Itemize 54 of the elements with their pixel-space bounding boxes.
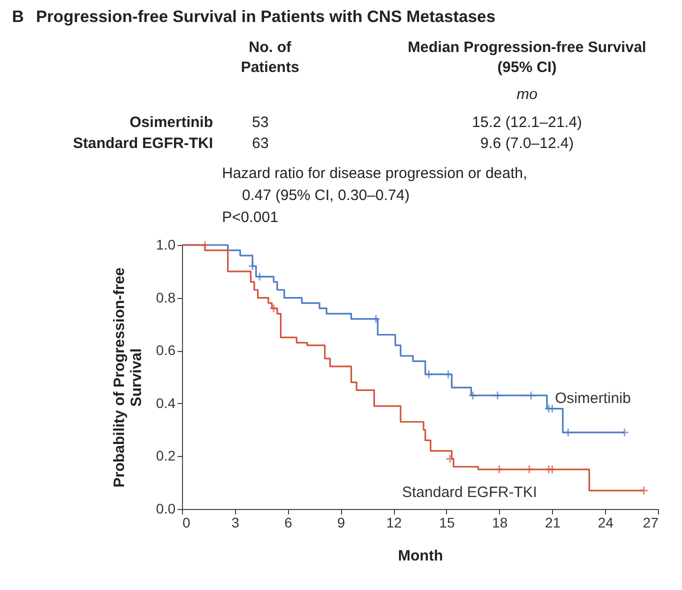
text: P<0.001 (222, 209, 278, 226)
text: 0.47 (95% CI, 0.30–0.74) (242, 187, 410, 204)
text: 63 (252, 135, 269, 152)
text: 15.2 (12.1–21.4) (472, 114, 582, 131)
text: (95% CI) (497, 59, 557, 76)
point (639, 486, 649, 496)
point (494, 464, 504, 474)
x-tick-label: 18 (492, 514, 508, 530)
point (548, 404, 557, 414)
text: B (12, 8, 24, 26)
point (620, 428, 630, 438)
series-label: Standard EGFR-TKI (402, 484, 538, 501)
point (524, 464, 534, 474)
y-tick-label: 0.0 (156, 500, 176, 516)
x-tick-label: 24 (598, 514, 614, 530)
text: Median Progression-free Survival (408, 39, 646, 56)
x-tick-label: 6 (284, 514, 292, 530)
x-axis-title: Month (398, 548, 443, 564)
text: 53 (252, 114, 269, 131)
text: No. of (248, 39, 292, 56)
x-tick-label: 21 (544, 514, 561, 530)
text: mo (516, 86, 538, 103)
text: 9.6 (7.0–12.4) (480, 135, 574, 152)
point (526, 390, 536, 400)
x-tick-label: 15 (439, 514, 455, 530)
y-tick-label: 0.6 (156, 342, 176, 358)
point (371, 314, 381, 324)
x-tick-label: 9 (337, 514, 346, 530)
point (563, 428, 573, 438)
point (444, 370, 453, 379)
point (269, 304, 278, 313)
x-tick-label: 3 (231, 514, 240, 530)
point (254, 272, 264, 282)
point (200, 240, 210, 250)
point (445, 454, 455, 464)
y-tick-label: 1.0 (156, 236, 176, 252)
text: Osimertinib (130, 114, 213, 131)
point (424, 370, 434, 379)
text: Patients (240, 59, 300, 76)
text: Hazard ratio for disease progression or death, (222, 165, 528, 182)
y-tick-label: 0.4 (156, 394, 176, 411)
chart-title: Progression-free Survival in Patients with CNS Metastases (36, 8, 496, 26)
point (248, 261, 258, 271)
y-tick-label: 0.8 (156, 289, 176, 306)
x-tick-label: 27 (642, 514, 659, 530)
text: Standard EGFR-TKI (72, 135, 213, 152)
x-tick-label: 12 (386, 514, 402, 530)
series-label: Osimertinib (555, 390, 631, 407)
point (468, 390, 478, 400)
x-tick-label: 0 (182, 514, 190, 530)
point (548, 464, 557, 474)
y-axis-title: Probability of Progression-free Survival (111, 267, 146, 488)
y-tick-label: 0.2 (156, 448, 176, 464)
point (492, 390, 502, 400)
